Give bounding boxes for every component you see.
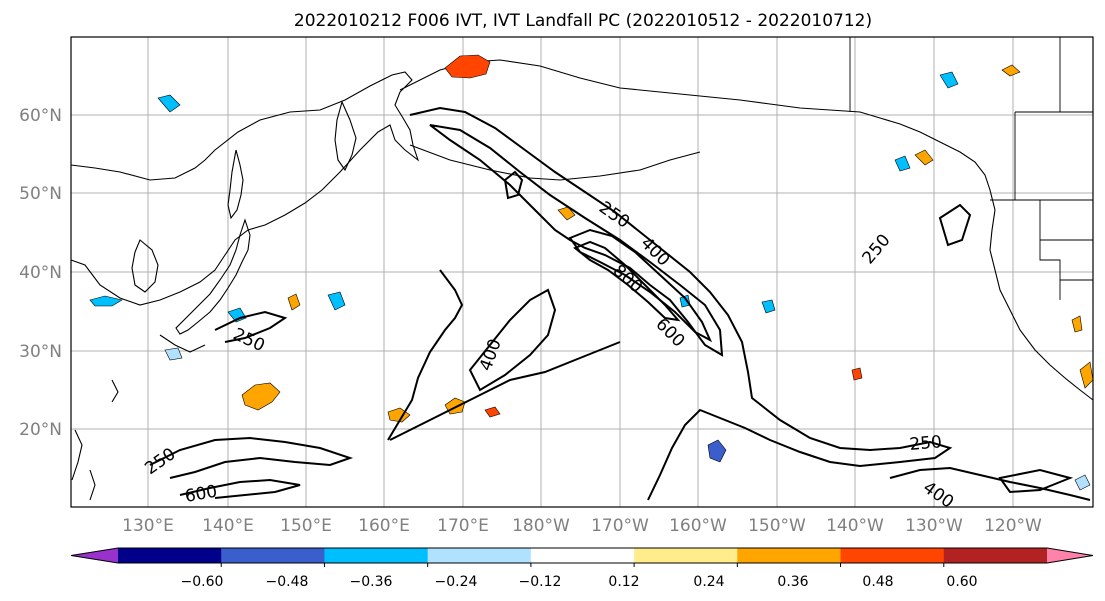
coast-alaska (399, 59, 996, 211)
colorbar-segment (324, 548, 429, 563)
lon-tick-label: 130°E (122, 516, 174, 536)
border-us-states (1039, 200, 1093, 300)
coast-kamchatka (334, 100, 357, 172)
patch-orange-11 (484, 406, 501, 418)
colorbar-tick-label: 0.60 (946, 574, 977, 590)
map-frame (70, 36, 1094, 508)
contour-misc-2 (938, 203, 972, 247)
border-canada-provinces (1014, 37, 1093, 200)
patch-blue-6 (761, 299, 776, 314)
contour-250-sw (149, 436, 354, 479)
coast-asia-north (70, 71, 420, 306)
patch-red-alaska (444, 54, 491, 79)
lat-tick-label: 40°N (19, 263, 62, 283)
colorbar-tick-label: −0.36 (350, 574, 393, 590)
contour-600-sw (179, 478, 301, 499)
contour-250-west (387, 269, 464, 441)
patch-orange-1 (241, 382, 281, 411)
colorbar-segment (634, 548, 738, 563)
map-panel: 250 400 800 600 400 250 250 250 600 250 … (19, 36, 1094, 536)
lat-tick-label: 50°N (19, 184, 62, 204)
gridlines (71, 37, 1093, 507)
colorbar-extend-max (1047, 548, 1093, 563)
patch-blue-2 (89, 295, 123, 307)
contour-250-jp (214, 310, 288, 343)
contour-250-south (389, 341, 621, 441)
lon-tick-label: 170°E (437, 516, 489, 536)
colorbar-segment (427, 548, 532, 563)
patch-orange-5 (287, 293, 301, 311)
colorbar-segment (118, 548, 222, 563)
patch-blue-7 (327, 291, 346, 311)
colorbar (70, 547, 1094, 567)
lon-tick-label: 140°W (826, 516, 884, 536)
colorbar-tick-label: −0.12 (519, 574, 562, 590)
colorbar-tick-label: 0.12 (608, 574, 639, 590)
lon-tick-label: 120°W (984, 516, 1042, 536)
colorbar-tick-label: 0.24 (693, 574, 724, 590)
colorbar-tick-label: 0.36 (777, 574, 808, 590)
colorbar-tick-label: −0.60 (181, 574, 224, 590)
colorbar-tick-labels: −0.60 −0.48 −0.36 −0.24 −0.12 0.12 0.24 … (181, 574, 978, 590)
lon-tick-label: 130°W (905, 516, 963, 536)
colorbar-segment (221, 548, 325, 563)
patch-orange-4 (557, 206, 576, 221)
patch-orange-7 (1001, 64, 1021, 77)
ivt-contours (149, 106, 1091, 501)
lon-tick-label: 170°W (591, 516, 649, 536)
patch-blue-1 (707, 439, 727, 463)
coast-korea (131, 239, 159, 293)
contour-400-south (468, 288, 557, 392)
colorbar-outline (70, 547, 1094, 564)
coast-sakhalin (227, 149, 244, 220)
ivt-shading (89, 54, 1094, 491)
lat-tick-labels: 60°N 50°N 40°N 30°N 20°N (19, 106, 62, 440)
lon-tick-label: 140°E (202, 516, 254, 536)
contour-250-main (409, 106, 953, 501)
contour-400-east (889, 466, 1091, 501)
patch-orange-6 (851, 367, 863, 381)
plot-title: 2022010212 F006 IVT, IVT Landfall PC (20… (294, 11, 872, 31)
colorbar-segment (840, 548, 945, 563)
colorbar-segment (530, 548, 635, 563)
coast-japan (175, 218, 251, 335)
patch-blue-5 (939, 71, 959, 89)
colorbar-segment (943, 548, 1048, 563)
patch-blue-11 (1074, 474, 1091, 491)
contour-misc-3 (998, 468, 1074, 494)
patch-blue-8 (894, 155, 911, 172)
colorbar-tick-label: −0.24 (435, 574, 478, 590)
lat-tick-label: 20°N (19, 420, 62, 440)
patch-blue-9 (164, 347, 183, 361)
lat-tick-label: 30°N (19, 342, 62, 362)
lon-tick-label: 150°E (280, 516, 332, 536)
contour-800 (573, 240, 681, 322)
patch-blue-3 (157, 94, 181, 113)
contour-600 (568, 228, 713, 343)
lon-tick-label: 160°W (669, 516, 727, 536)
political-boundaries (849, 37, 1093, 300)
colorbar-extend-min (71, 548, 118, 563)
coast-philippines (71, 429, 96, 501)
lon-tick-label: 180°W (512, 516, 570, 536)
patch-orange-9 (1071, 315, 1083, 333)
colorbar-tick-label: −0.48 (266, 574, 309, 590)
contour-label: 250 (909, 432, 943, 455)
patch-orange-10 (914, 149, 934, 166)
lon-tick-label: 150°W (748, 516, 806, 536)
lon-tick-label: 160°E (358, 516, 410, 536)
colorbar-segment (737, 548, 842, 563)
coast-na-west (989, 209, 1094, 401)
lon-tick-labels: 130°E 140°E 150°E 160°E 170°E 180°W 170°… (122, 516, 1042, 536)
contour-misc-1 (503, 170, 524, 200)
colorbar-tick-label: 0.48 (862, 574, 893, 590)
coast-islands-misc (111, 334, 206, 403)
coast-aleutians (409, 144, 701, 181)
coastlines (70, 59, 1094, 501)
lat-tick-label: 60°N (19, 106, 62, 126)
